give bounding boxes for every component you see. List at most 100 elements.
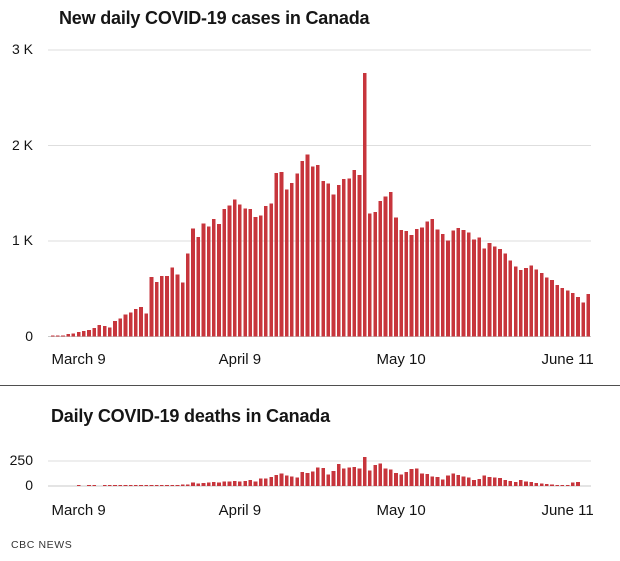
cases-bar: [123, 314, 128, 337]
deaths-bar: [430, 476, 435, 486]
deaths-bar: [352, 466, 357, 486]
cases-bar: [342, 178, 346, 337]
cases-bar: [81, 330, 86, 337]
cases-bar: [570, 293, 575, 337]
cases-chart-title: New daily COVID-19 cases in Canada: [59, 8, 370, 28]
deaths-bar: [102, 485, 107, 486]
deaths-bar: [284, 475, 289, 486]
cases-bar: [425, 221, 429, 337]
deaths-bar: [440, 479, 445, 486]
cases-bar: [87, 329, 91, 337]
cases-bar: [513, 266, 518, 337]
cases-bar: [456, 228, 461, 337]
cases-x-axis-label: May 10: [376, 351, 426, 368]
deaths-bar: [404, 472, 409, 486]
cases-bar: [518, 269, 523, 337]
cases-bar: [134, 308, 138, 337]
cases-y-axis-label: 0: [25, 327, 33, 344]
cases-bar: [279, 172, 284, 337]
cases-bar: [243, 208, 247, 337]
deaths-bar: [539, 483, 544, 486]
cases-bar: [206, 226, 211, 337]
deaths-bar: [305, 472, 310, 486]
deaths-bar: [362, 457, 367, 486]
deaths-bar: [534, 483, 539, 486]
deaths-bar: [160, 485, 164, 486]
cases-bar: [186, 253, 190, 337]
deaths-bar: [149, 485, 154, 486]
cases-bar: [108, 327, 112, 337]
deaths-bar: [451, 473, 455, 486]
cases-bar: [503, 253, 507, 337]
deaths-bar: [154, 485, 159, 486]
cases-bar: [144, 313, 149, 337]
cases-bar: [487, 242, 492, 337]
cases-bar: [560, 287, 565, 337]
deaths-bar: [87, 485, 91, 486]
cases-bar: [71, 333, 76, 337]
deaths-bar: [425, 474, 429, 486]
cases-bar: [92, 327, 97, 337]
cases-bar: [201, 223, 206, 337]
deaths-bar: [456, 475, 461, 486]
cases-bar: [269, 203, 273, 337]
deaths-bar: [139, 485, 143, 486]
cases-bar: [472, 239, 476, 337]
deaths-x-axis-label: March 9: [51, 502, 106, 519]
deaths-bar: [508, 480, 513, 486]
deaths-bar: [466, 477, 471, 486]
cases-bar: [331, 194, 336, 337]
deaths-bar: [212, 482, 216, 486]
deaths-bar: [248, 480, 253, 486]
deaths-bar: [326, 474, 331, 486]
cases-bar: [284, 189, 289, 337]
deaths-bar: [295, 477, 299, 486]
deaths-bar: [321, 468, 325, 486]
deaths-bar: [274, 475, 279, 486]
deaths-bar: [232, 481, 237, 486]
deaths-bar: [472, 480, 476, 486]
deaths-bar: [347, 467, 351, 486]
deaths-bar: [290, 476, 294, 486]
cases-bar: [196, 236, 201, 337]
deaths-bar: [180, 484, 185, 486]
cases-bar: [430, 218, 435, 337]
deaths-bar: [113, 485, 117, 486]
deaths-bar: [258, 478, 263, 486]
cases-bar: [362, 72, 367, 337]
deaths-bar: [196, 483, 201, 486]
deaths-bar: [368, 470, 372, 486]
cases-bar: [394, 217, 398, 337]
cases-bar: [238, 204, 242, 337]
cases-bar: [248, 209, 253, 337]
cases-bar: [102, 326, 107, 337]
cases-bar: [357, 175, 362, 337]
deaths-bar: [498, 478, 502, 486]
cases-bar: [555, 284, 560, 337]
cases-x-axis-label: June 11: [541, 351, 594, 368]
deaths-bar: [435, 477, 440, 486]
deaths-bar: [399, 474, 403, 486]
deaths-bar: [420, 473, 424, 486]
cases-bar: [352, 169, 357, 337]
cases-bar: [300, 161, 305, 337]
cases-y-axis-label: 3 K: [11, 41, 33, 57]
deaths-bar: [446, 475, 450, 486]
cases-bar: [492, 246, 497, 337]
cases-bar: [440, 233, 445, 337]
deaths-bar: [238, 481, 242, 486]
deaths-bar: [373, 465, 377, 486]
deaths-bar: [482, 475, 487, 486]
deaths-x-axis-label: April 9: [218, 502, 262, 519]
cases-bar: [508, 260, 513, 337]
deaths-bar: [144, 485, 149, 486]
cases-bar: [128, 312, 133, 337]
cases-bar: [160, 276, 164, 337]
section-divider: [0, 385, 620, 386]
cases-bar: [373, 212, 377, 337]
cases-bar: [50, 335, 55, 337]
deaths-bar: [518, 480, 523, 486]
